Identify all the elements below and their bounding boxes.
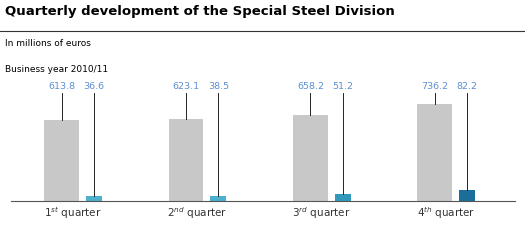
Text: 658.2: 658.2 <box>297 82 324 91</box>
Text: 623.1: 623.1 <box>172 82 200 91</box>
Text: Business year 2010/11: Business year 2010/11 <box>5 65 108 74</box>
Text: In millions of euros: In millions of euros <box>5 39 91 48</box>
Text: 38.5: 38.5 <box>208 82 229 91</box>
Text: 613.8: 613.8 <box>48 82 75 91</box>
Bar <box>459 190 475 201</box>
Bar <box>293 115 328 201</box>
Text: 36.6: 36.6 <box>83 82 104 91</box>
Bar <box>86 196 102 201</box>
Bar <box>417 104 452 201</box>
Bar <box>334 194 351 201</box>
Bar <box>169 119 203 201</box>
Text: Quarterly development of the Special Steel Division: Quarterly development of the Special Ste… <box>5 5 395 18</box>
Bar <box>210 196 226 201</box>
Text: 736.2: 736.2 <box>421 82 448 91</box>
Text: 51.2: 51.2 <box>332 82 353 91</box>
Bar <box>44 120 79 201</box>
Text: 82.2: 82.2 <box>457 82 478 91</box>
